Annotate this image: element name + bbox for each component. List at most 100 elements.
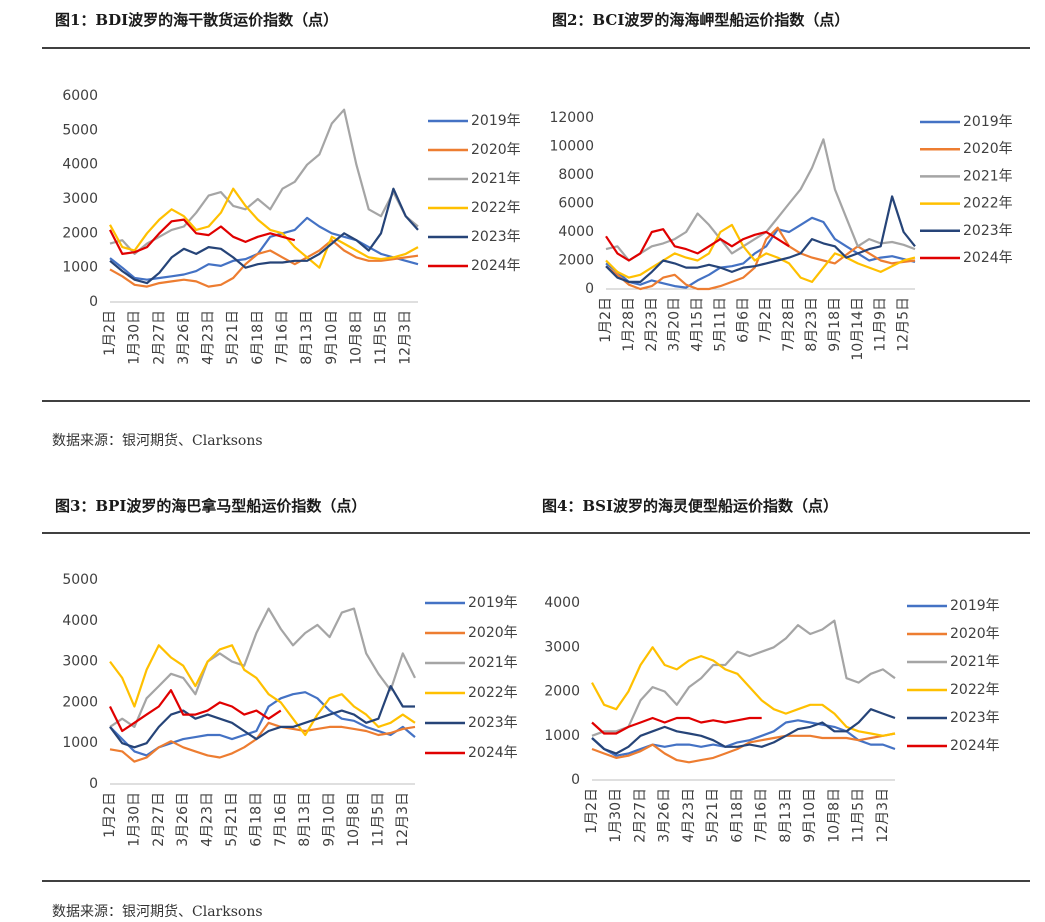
y-tick-label: 0 xyxy=(585,281,594,297)
y-tick-label: 5000 xyxy=(62,122,98,138)
legend-label: 2023年 xyxy=(950,710,1000,726)
series-line xyxy=(109,216,419,281)
x-tick-label: 10月8日 xyxy=(826,788,842,843)
x-tick-label: 9月10日 xyxy=(802,788,818,843)
x-tick-label: 10月8日 xyxy=(348,310,364,365)
x-tick-label: 11月5日 xyxy=(373,310,389,365)
y-tick-label: 6000 xyxy=(558,196,594,212)
y-tick-label: 8000 xyxy=(558,167,594,183)
legend-label: 2023年 xyxy=(471,229,521,245)
x-tick-label: 8月13日 xyxy=(299,310,315,365)
legend-label: 2020年 xyxy=(963,141,1013,157)
x-tick-label: 2月27日 xyxy=(632,788,648,843)
series-line xyxy=(109,689,282,733)
legend-label: 2022年 xyxy=(950,682,1000,698)
x-tick-label: 12月3日 xyxy=(398,310,414,365)
x-tick-label: 4月23日 xyxy=(681,788,697,843)
legend-label: 2020年 xyxy=(950,626,1000,642)
y-tick-label: 0 xyxy=(571,772,580,788)
x-tick-label: 4月15日 xyxy=(690,297,706,352)
source: 数据来源：银河期货、Clarksons xyxy=(52,903,263,920)
x-tick-label: 7月16日 xyxy=(754,788,770,843)
x-tick-label: 1月2日 xyxy=(584,788,600,834)
y-tick-label: 3000 xyxy=(62,654,98,670)
legend-label: 2021年 xyxy=(468,655,518,671)
y-tick-label: 0 xyxy=(89,776,98,792)
legend-label: 2022年 xyxy=(471,200,521,216)
series-line xyxy=(109,607,416,728)
y-tick-label: 6000 xyxy=(62,88,98,104)
y-tick-label: 2000 xyxy=(544,684,580,700)
x-tick-label: 12月5日 xyxy=(896,297,912,352)
legend-label: 2024年 xyxy=(963,250,1013,266)
legend-label: 2019年 xyxy=(471,113,521,129)
y-tick-label: 4000 xyxy=(544,595,580,611)
series-line xyxy=(591,646,896,737)
legend-label: 2022年 xyxy=(468,685,518,701)
x-tick-label: 11月9日 xyxy=(873,297,889,352)
legend-label: 2023年 xyxy=(963,223,1013,239)
series-line xyxy=(591,708,896,755)
y-tick-label: 1000 xyxy=(544,728,580,744)
legend-label: 2019年 xyxy=(468,595,518,611)
y-tick-label: 2000 xyxy=(62,694,98,710)
source: 数据来源：银河期货、Clarksons xyxy=(52,432,263,449)
y-tick-label: 1000 xyxy=(62,735,98,751)
x-tick-label: 2月27日 xyxy=(151,310,167,365)
x-tick-label: 4月23日 xyxy=(200,792,216,847)
x-tick-label: 1月2日 xyxy=(102,792,118,838)
series-line xyxy=(605,195,916,283)
chart-title: 图3：BPI波罗的海巴拿马型船运价指数（点） xyxy=(55,497,366,515)
chart-title: 图1：BDI波罗的海干散货运价指数（点） xyxy=(55,11,338,29)
x-tick-label: 1月2日 xyxy=(598,297,614,343)
y-tick-label: 0 xyxy=(89,294,98,310)
chart-title: 图2：BCI波罗的海海岬型船运价指数（点） xyxy=(552,11,849,29)
x-tick-label: 11月5日 xyxy=(370,792,386,847)
x-tick-label: 6月18日 xyxy=(250,310,266,365)
series-line xyxy=(109,187,419,285)
legend-label: 2021年 xyxy=(963,168,1013,184)
x-tick-label: 1月30日 xyxy=(126,792,142,847)
y-tick-label: 3000 xyxy=(62,191,98,207)
legend-label: 2024年 xyxy=(950,738,1000,754)
legend-label: 2020年 xyxy=(468,625,518,641)
x-tick-label: 3月20日 xyxy=(667,297,683,352)
chart-title: 图4：BSI波罗的海灵便型船运价指数（点） xyxy=(542,497,838,515)
y-tick-label: 12000 xyxy=(549,110,594,126)
legend-label: 2022年 xyxy=(963,196,1013,212)
x-tick-label: 5月21日 xyxy=(224,792,240,847)
x-tick-label: 7月2日 xyxy=(758,297,774,343)
series-line xyxy=(591,619,896,737)
legend-label: 2024年 xyxy=(471,258,521,274)
series-line xyxy=(109,644,416,737)
x-tick-label: 5月21日 xyxy=(225,310,241,365)
y-tick-label: 4000 xyxy=(558,224,594,240)
x-tick-label: 7月16日 xyxy=(274,310,290,365)
x-tick-label: 5月11日 xyxy=(712,297,728,352)
y-tick-label: 4000 xyxy=(62,613,98,629)
x-tick-label: 3月26日 xyxy=(657,788,673,843)
legend-label: 2024年 xyxy=(468,745,518,761)
x-tick-label: 1月30日 xyxy=(127,310,143,365)
x-tick-label: 12月3日 xyxy=(875,788,891,843)
series-line xyxy=(109,218,296,255)
x-tick-label: 3月26日 xyxy=(176,310,192,365)
x-tick-label: 6月18日 xyxy=(248,792,264,847)
x-tick-label: 9月10日 xyxy=(322,792,338,847)
y-tick-label: 5000 xyxy=(62,572,98,588)
x-tick-label: 6月6日 xyxy=(735,297,751,343)
x-tick-label: 7月28日 xyxy=(781,297,797,352)
x-tick-label: 5月21日 xyxy=(705,788,721,843)
x-tick-label: 4月23日 xyxy=(201,310,217,365)
x-tick-label: 12月3日 xyxy=(395,792,411,847)
series-line xyxy=(605,138,916,262)
series-line xyxy=(109,108,419,255)
legend-label: 2021年 xyxy=(950,654,1000,670)
x-tick-label: 8月23日 xyxy=(804,297,820,352)
x-tick-label: 10月14日 xyxy=(850,297,866,361)
series-line xyxy=(591,716,762,735)
x-tick-label: 1月28日 xyxy=(621,297,637,352)
x-tick-label: 2月23日 xyxy=(644,297,660,352)
series-line xyxy=(109,721,416,763)
